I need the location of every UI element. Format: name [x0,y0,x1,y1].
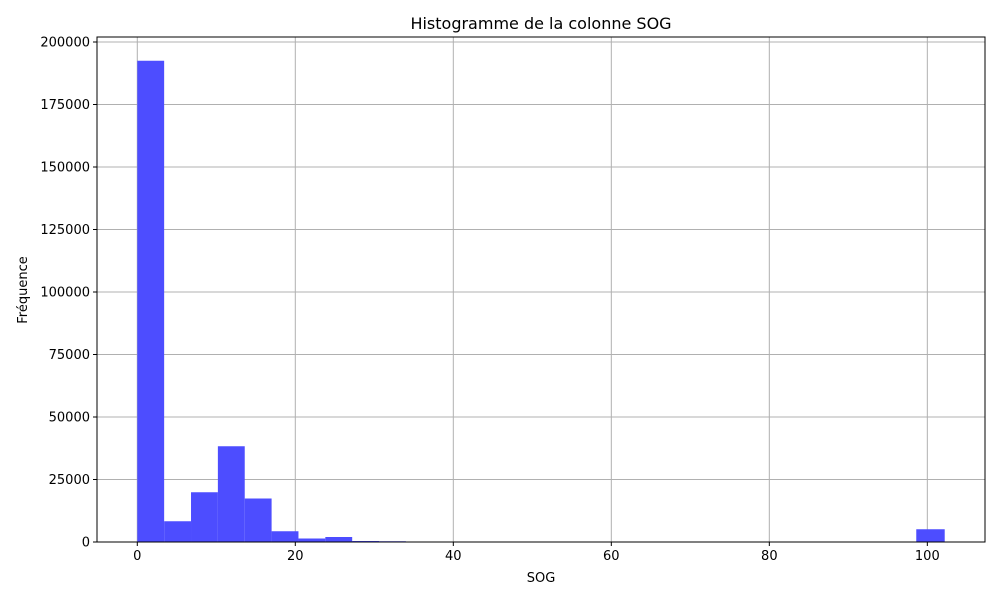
x-tick-label: 20 [287,549,304,564]
axis-ticks: 0 20 40 60 80 100 0 25000 50000 75000 100000 125000… [40,36,939,565]
histogram-bar [191,492,218,542]
histogram-bar [164,521,192,542]
plot-frame [96,36,986,543]
y-tick-label: 25000 [49,473,90,488]
y-tick-label: 75000 [49,348,90,363]
x-axis-label: SOG [527,571,556,586]
chart-title: Histogramme de la colonne SOG [410,14,671,33]
y-tick-label: 50000 [49,411,90,426]
histogram-bar [916,529,945,542]
grid-lines [97,37,985,543]
y-tick-label: 0 [82,536,90,551]
y-tick-label: 175000 [40,98,90,113]
x-tick-label: 80 [761,549,778,564]
histogram-bar [298,538,326,542]
y-tick-label: 100000 [40,286,90,301]
histogram-bar [271,531,299,542]
histogram-bar [244,498,272,542]
x-tick-label: 100 [915,549,940,564]
x-tick-label: 40 [445,549,462,564]
histogram-bar [325,537,353,542]
y-axis-label: Fréquence [16,256,31,323]
histogram-bar [137,60,165,542]
x-tick-label: 60 [603,549,620,564]
y-tick-label: 125000 [40,223,90,238]
y-tick-label: 200000 [40,36,90,51]
x-tick-label: 0 [133,549,141,564]
histogram-bar [217,446,245,542]
y-tick-label: 150000 [40,161,90,176]
histogram-bars [137,60,945,542]
